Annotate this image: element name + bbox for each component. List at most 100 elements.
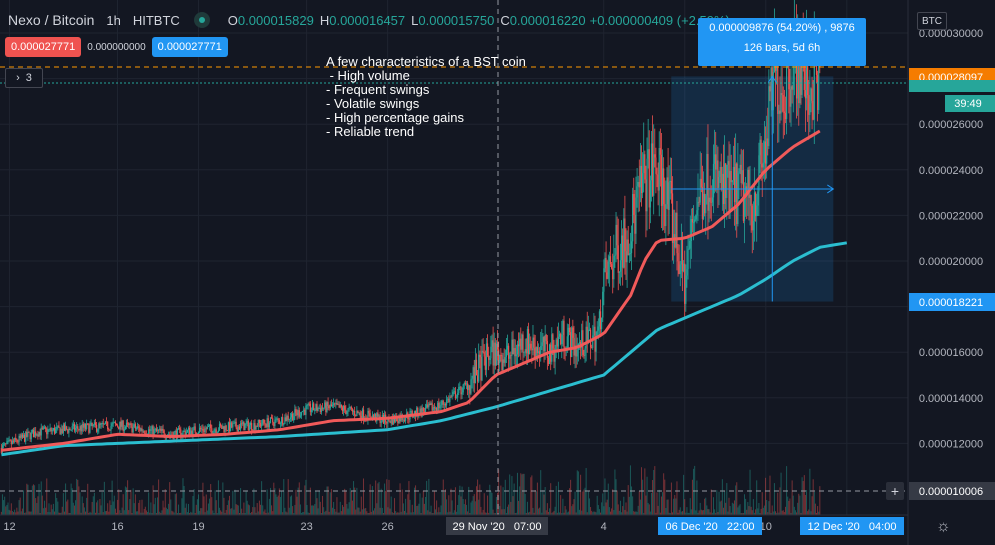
candle xyxy=(66,425,68,431)
interval[interactable]: 1h xyxy=(106,12,121,28)
volume-bar xyxy=(555,485,557,515)
candle xyxy=(608,251,610,287)
candle xyxy=(581,323,583,357)
volume-bar xyxy=(601,502,603,515)
candle xyxy=(470,372,472,395)
candle xyxy=(253,420,255,433)
add-plus-icon[interactable]: + xyxy=(886,482,904,500)
candle xyxy=(357,410,359,414)
candle xyxy=(266,414,268,431)
volume-bar xyxy=(426,480,428,515)
volume-bar xyxy=(225,510,227,515)
volume-bar xyxy=(318,490,320,515)
volume-bar xyxy=(268,498,270,515)
measure-arrows xyxy=(671,75,835,302)
volume-bar xyxy=(772,511,774,515)
volume-bar xyxy=(611,508,613,515)
candle xyxy=(319,403,321,414)
text-annotation[interactable]: A few characteristics of a BST coin - Hi… xyxy=(326,55,526,139)
sell-button[interactable]: 0.000027771 xyxy=(5,37,82,57)
candle xyxy=(205,426,207,433)
volume-bar xyxy=(490,491,492,515)
svg-text:0.000010006: 0.000010006 xyxy=(919,486,983,498)
candle xyxy=(76,422,78,432)
volume-bar xyxy=(523,473,525,515)
volume-bar xyxy=(475,486,477,515)
candle xyxy=(808,79,810,140)
volume-bar xyxy=(104,511,106,515)
volume-bar xyxy=(247,504,249,515)
volume-bar xyxy=(518,500,520,515)
volume-bar xyxy=(777,492,779,515)
candle xyxy=(356,406,358,417)
volume-bar xyxy=(212,510,214,515)
volume-bar xyxy=(556,512,558,515)
volume-bar xyxy=(654,466,656,515)
volume-bar xyxy=(252,507,254,515)
candle xyxy=(568,318,571,336)
candle xyxy=(286,414,288,426)
volume-bar xyxy=(18,500,20,515)
candle xyxy=(101,421,103,428)
volume-bar xyxy=(38,483,40,515)
candle xyxy=(690,208,692,259)
volume-bar xyxy=(808,509,810,515)
symbol-name[interactable]: Nexo / Bitcoin xyxy=(8,12,95,28)
candle xyxy=(186,429,189,433)
candle xyxy=(447,396,449,404)
candle xyxy=(619,243,622,286)
buy-button[interactable]: 0.000027771 xyxy=(151,37,228,57)
volume-bar xyxy=(565,509,567,515)
candle xyxy=(273,421,275,429)
candle xyxy=(45,425,47,433)
volume-bar xyxy=(639,499,641,515)
volume-bar xyxy=(436,500,438,515)
candle xyxy=(247,419,249,433)
candle xyxy=(31,428,33,434)
volume-bar xyxy=(444,489,446,515)
market-status-icon[interactable] xyxy=(193,12,210,28)
volume-bar xyxy=(569,488,571,515)
candle xyxy=(77,423,79,434)
candle xyxy=(90,419,92,427)
volume-bar xyxy=(545,510,547,515)
candle xyxy=(262,419,264,426)
candle xyxy=(592,325,594,350)
candle xyxy=(707,124,709,240)
volume-bar xyxy=(229,495,231,515)
volume-bar xyxy=(94,512,96,515)
settings-gear-icon[interactable]: ☼ xyxy=(936,518,951,535)
candle xyxy=(86,419,88,431)
volume-bar xyxy=(422,490,424,515)
volume-bar xyxy=(616,490,618,515)
currency-badge[interactable]: BTC xyxy=(917,12,947,30)
candle xyxy=(603,259,605,306)
volume-bar xyxy=(592,512,594,515)
svg-text:39:49: 39:49 xyxy=(954,98,982,110)
candle xyxy=(635,176,637,245)
volume-bar xyxy=(522,473,524,515)
indicators-toggle[interactable]: › 3 xyxy=(5,68,43,88)
volume-bar xyxy=(707,508,709,515)
candle xyxy=(297,406,299,419)
candle xyxy=(245,419,247,429)
volume-bar xyxy=(726,483,728,515)
volume-bar xyxy=(804,495,806,515)
volume-bar xyxy=(473,494,475,515)
volume-bar xyxy=(264,509,266,515)
candle xyxy=(405,416,407,424)
low-value: 0.000015750 xyxy=(418,12,495,28)
candle xyxy=(570,327,572,366)
volume-bar xyxy=(59,512,61,515)
volume-bar xyxy=(732,503,734,515)
volume-bar xyxy=(492,509,494,515)
volume-bar xyxy=(791,480,793,515)
volume-bar xyxy=(171,510,173,515)
candle xyxy=(767,107,769,156)
volume-bar xyxy=(213,512,215,515)
volume-bar xyxy=(512,496,514,515)
candle xyxy=(687,234,689,280)
volume-bar xyxy=(648,504,650,515)
